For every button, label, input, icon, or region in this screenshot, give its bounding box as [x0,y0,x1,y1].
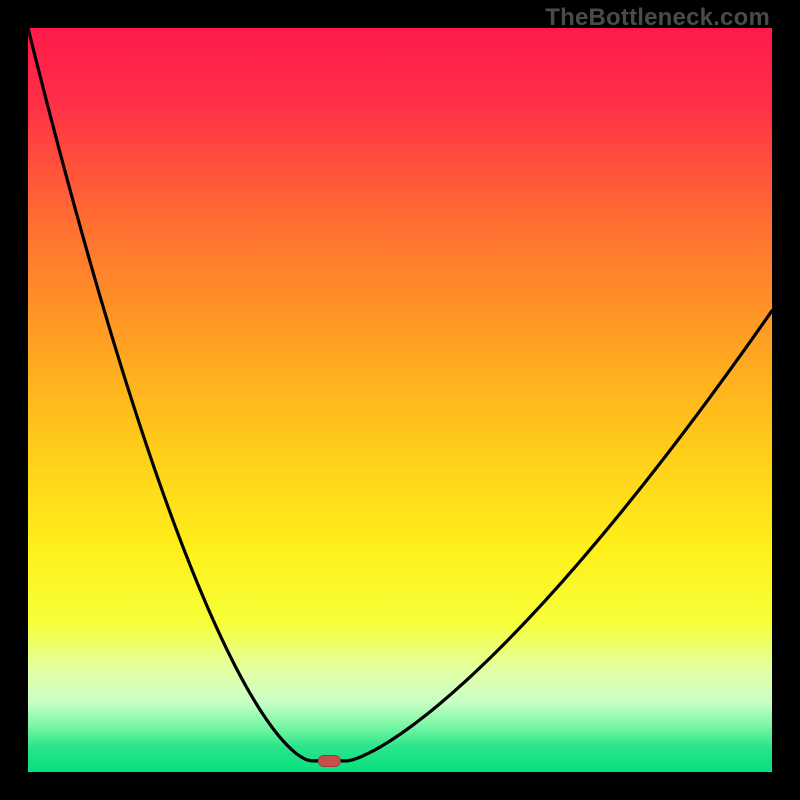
chart-frame: TheBottleneck.com [0,0,800,800]
plot-area [28,28,772,772]
watermark-text: TheBottleneck.com [545,4,770,32]
bottleneck-curve [28,28,772,772]
minimum-marker [318,755,340,767]
watermark-label: TheBottleneck.com [545,4,770,31]
